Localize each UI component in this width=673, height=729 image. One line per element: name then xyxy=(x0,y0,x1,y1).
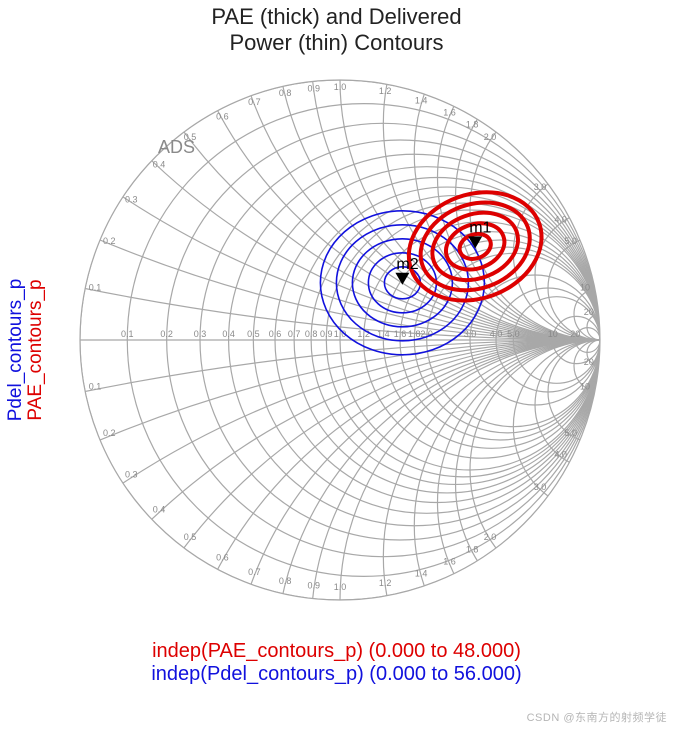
tick-label: 4.0 xyxy=(490,329,503,339)
tick-label: 0.7 xyxy=(288,329,301,339)
tick-label: 1.4 xyxy=(415,568,428,578)
tick-label: 0.9 xyxy=(307,581,320,591)
tick-label: 1.8 xyxy=(408,329,421,339)
tick-label: 5.0 xyxy=(507,329,520,339)
tick-label: 0.3 xyxy=(125,470,138,480)
tick-label: 0.1 xyxy=(89,282,102,292)
tick-label: 1.6 xyxy=(443,107,456,117)
tick-label: 2.0 xyxy=(484,132,497,142)
tick-label: 1.8 xyxy=(466,120,479,130)
smith-chart: 0.10.20.30.40.50.60.70.80.91.01.21.41.61… xyxy=(60,60,620,620)
tick-label: 4.0 xyxy=(554,450,567,460)
chart-title: PAE (thick) and Delivered Power (thin) C… xyxy=(0,4,673,56)
tick-label: 3.0 xyxy=(464,329,477,339)
tick-label: 10 xyxy=(548,329,558,339)
tick-label: 5.0 xyxy=(565,428,578,438)
ylabel-pae: PAE_contours_p xyxy=(26,279,46,422)
marker-label: m1 xyxy=(469,219,491,236)
watermark-text: CSDN @东南方的射频学徒 xyxy=(527,709,667,725)
tick-label: 4.0 xyxy=(554,214,567,224)
tick-label: 0.6 xyxy=(216,111,229,121)
tick-label: 2.0 xyxy=(484,532,497,542)
tick-label: 3.0 xyxy=(534,482,547,492)
tick-label: 10 xyxy=(580,382,590,392)
legend-pae: indep(PAE_contours_p) (0.000 to 48.000) xyxy=(0,640,673,663)
tick-label: 0.7 xyxy=(248,567,261,577)
tick-label: 0.1 xyxy=(89,382,102,392)
tick-label: 1.6 xyxy=(443,557,456,567)
tick-label: 1.2 xyxy=(379,578,392,588)
tick-label: 0.7 xyxy=(248,97,261,107)
marker-triangle-icon xyxy=(395,273,409,285)
tick-label: 3.0 xyxy=(534,182,547,192)
tick-label: 0.4 xyxy=(153,504,166,514)
legend: indep(PAE_contours_p) (0.000 to 48.000) … xyxy=(0,640,673,686)
tick-label: 0.2 xyxy=(103,236,116,246)
marker-label: m2 xyxy=(396,256,418,273)
tick-label: 0.5 xyxy=(247,329,260,339)
legend-pdel: indep(Pdel_contours_p) (0.000 to 56.000) xyxy=(0,663,673,686)
tick-label: 0.8 xyxy=(279,88,292,98)
title-line-1: PAE (thick) and Delivered xyxy=(211,4,461,29)
tick-label: 20 xyxy=(570,329,580,339)
tick-label: 0.8 xyxy=(279,576,292,586)
tick-label: 1.0 xyxy=(334,582,347,592)
tick-label: 0.4 xyxy=(222,329,235,339)
tick-label: 5.0 xyxy=(565,236,578,246)
tick-label: 0.1 xyxy=(121,329,134,339)
ylabel-pdel: Pdel_contours_p xyxy=(6,279,26,422)
tick-label: 0.5 xyxy=(184,532,197,542)
tick-label: 1.4 xyxy=(415,96,428,106)
tick-label: 10 xyxy=(580,282,590,292)
smith-grid xyxy=(60,60,620,620)
tick-label: 0.6 xyxy=(269,329,282,339)
tick-label: 0.3 xyxy=(194,329,207,339)
tick-label: 0.2 xyxy=(103,428,116,438)
title-line-2: Power (thin) Contours xyxy=(0,30,673,56)
tick-label: 0.9 xyxy=(307,83,320,93)
tick-label: 0.6 xyxy=(216,553,229,563)
tick-label: 20 xyxy=(584,307,594,317)
tick-label: 20 xyxy=(584,357,594,367)
y-axis-labels: Pdel_contours_p PAE_contours_p xyxy=(6,279,46,422)
ads-logo-text: ADS xyxy=(158,137,195,157)
tick-label: 1.0 xyxy=(334,82,347,92)
tick-label: 0.9 xyxy=(320,329,333,339)
tick-label: 0.8 xyxy=(305,329,318,339)
tick-label: 0.3 xyxy=(125,194,138,204)
tick-label: 1.2 xyxy=(379,86,392,96)
tick-label: 0.2 xyxy=(160,329,173,339)
tick-label: 0.4 xyxy=(153,160,166,170)
tick-label: 1.8 xyxy=(466,544,479,554)
tick-label: 1.6 xyxy=(394,329,407,339)
